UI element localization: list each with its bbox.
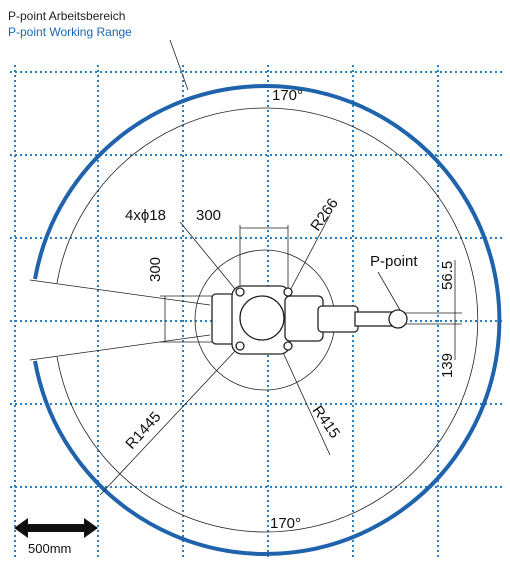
title-en: P-point Working Range — [8, 25, 132, 39]
angle-label: 170° — [270, 515, 301, 532]
r1445-leader — [99, 334, 251, 496]
r266-label: R266 — [307, 195, 341, 234]
leader — [169, 39, 189, 91]
scale-arrow — [14, 518, 98, 538]
holes-leader — [179, 221, 241, 296]
r1445-label: R1445 — [122, 408, 164, 452]
holes-label: 4xϕ18 — [125, 207, 166, 224]
working-range-arc — [33, 84, 502, 556]
r266-leader — [284, 214, 331, 301]
angle-arc — [56, 107, 479, 533]
r415-leader — [274, 334, 331, 456]
robot — [211, 285, 408, 355]
offset-label: 56.5 — [439, 261, 456, 290]
offset-label: 139 — [439, 353, 456, 378]
p-point-label: P-point — [370, 253, 418, 270]
limit-line — [29, 279, 211, 306]
r415-label: R415 — [309, 403, 343, 442]
height-label: 300 — [147, 257, 164, 282]
p-point-leader — [377, 271, 401, 311]
width-label: 300 — [196, 207, 221, 224]
title-de: P-point Arbeitsbereich — [8, 9, 125, 23]
limit-line — [29, 334, 211, 361]
angle-label: 170° — [272, 87, 303, 104]
scale-label: 500mm — [28, 541, 71, 556]
